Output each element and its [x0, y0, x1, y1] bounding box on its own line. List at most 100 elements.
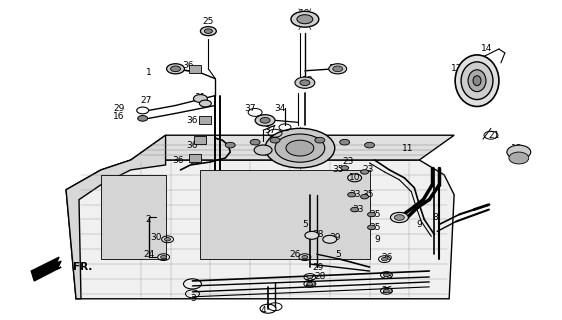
- Text: 36: 36: [183, 61, 194, 70]
- Circle shape: [286, 140, 314, 156]
- Circle shape: [291, 11, 319, 27]
- Text: 33: 33: [352, 205, 364, 214]
- Text: 18: 18: [302, 76, 314, 85]
- Text: 31: 31: [194, 93, 206, 102]
- Circle shape: [138, 116, 148, 121]
- Circle shape: [368, 225, 375, 230]
- Text: 23: 23: [342, 157, 353, 166]
- Text: 25: 25: [203, 17, 214, 26]
- Circle shape: [383, 289, 389, 292]
- Circle shape: [166, 64, 184, 74]
- Circle shape: [383, 273, 389, 277]
- Text: 30: 30: [150, 233, 161, 242]
- Circle shape: [382, 257, 387, 261]
- Circle shape: [254, 145, 272, 155]
- Text: 26: 26: [382, 286, 393, 295]
- Circle shape: [225, 142, 235, 148]
- Text: 6: 6: [262, 119, 268, 128]
- Polygon shape: [31, 257, 61, 281]
- Text: 35: 35: [362, 190, 373, 199]
- Circle shape: [165, 238, 170, 241]
- Circle shape: [323, 235, 337, 243]
- Text: 3: 3: [191, 294, 196, 303]
- Text: 35: 35: [332, 165, 343, 174]
- Text: 9: 9: [416, 220, 422, 229]
- Text: 33: 33: [349, 190, 360, 199]
- Circle shape: [351, 207, 359, 212]
- Text: 26: 26: [304, 279, 315, 288]
- Text: 20: 20: [511, 156, 523, 164]
- FancyBboxPatch shape: [189, 154, 201, 162]
- Circle shape: [193, 95, 207, 102]
- Text: 12: 12: [451, 64, 463, 73]
- Text: 36: 36: [187, 116, 198, 125]
- Circle shape: [361, 170, 369, 174]
- Text: 15: 15: [483, 76, 495, 85]
- Text: 17: 17: [329, 64, 341, 73]
- Text: 7: 7: [262, 148, 268, 157]
- Text: 2: 2: [146, 215, 152, 224]
- Circle shape: [302, 255, 308, 259]
- Text: 27: 27: [140, 96, 151, 105]
- Text: 4: 4: [260, 306, 266, 315]
- Circle shape: [305, 231, 319, 239]
- Text: 26: 26: [382, 253, 393, 262]
- Ellipse shape: [473, 76, 481, 86]
- Circle shape: [361, 195, 369, 199]
- Circle shape: [297, 15, 313, 24]
- FancyBboxPatch shape: [194, 136, 206, 144]
- Text: 10: 10: [349, 173, 360, 182]
- Ellipse shape: [468, 70, 486, 92]
- Circle shape: [333, 66, 343, 72]
- Text: 5: 5: [335, 250, 341, 259]
- Circle shape: [368, 212, 375, 217]
- Text: 14: 14: [481, 44, 493, 53]
- Text: 37: 37: [264, 126, 276, 135]
- Circle shape: [275, 134, 325, 162]
- Circle shape: [265, 128, 335, 168]
- Circle shape: [395, 215, 405, 220]
- Text: 28: 28: [314, 272, 325, 282]
- Text: 35: 35: [369, 223, 380, 232]
- Circle shape: [295, 77, 315, 88]
- Text: 5: 5: [302, 220, 308, 229]
- Circle shape: [341, 166, 348, 170]
- Circle shape: [201, 27, 216, 36]
- FancyBboxPatch shape: [200, 116, 211, 124]
- Ellipse shape: [507, 145, 531, 159]
- Circle shape: [260, 117, 270, 123]
- Circle shape: [200, 100, 211, 107]
- Text: 16: 16: [113, 112, 125, 121]
- Text: 34: 34: [274, 104, 285, 113]
- Text: 36: 36: [173, 156, 184, 164]
- Circle shape: [365, 142, 374, 148]
- Text: 23: 23: [362, 165, 373, 174]
- Text: 13: 13: [511, 144, 523, 153]
- Text: 32: 32: [190, 157, 201, 166]
- Polygon shape: [66, 135, 166, 299]
- Text: 29: 29: [312, 263, 324, 272]
- Text: 36: 36: [187, 140, 198, 150]
- Polygon shape: [201, 170, 370, 259]
- Text: 26: 26: [289, 250, 301, 259]
- Text: 28: 28: [382, 272, 393, 282]
- Text: 19: 19: [299, 9, 311, 18]
- Text: 37: 37: [244, 104, 256, 113]
- Circle shape: [307, 275, 313, 279]
- Text: 38: 38: [312, 230, 324, 239]
- Circle shape: [339, 139, 350, 145]
- Circle shape: [255, 115, 275, 126]
- Text: FR.: FR.: [73, 262, 92, 272]
- Polygon shape: [131, 135, 454, 160]
- Circle shape: [270, 137, 280, 143]
- Circle shape: [161, 255, 166, 259]
- FancyBboxPatch shape: [189, 65, 201, 73]
- Text: 1: 1: [146, 68, 152, 77]
- Text: 8: 8: [432, 213, 438, 222]
- Text: 29: 29: [113, 104, 125, 113]
- Circle shape: [170, 66, 180, 72]
- Polygon shape: [66, 160, 454, 299]
- Circle shape: [300, 80, 310, 85]
- Circle shape: [315, 137, 325, 143]
- Polygon shape: [101, 175, 166, 259]
